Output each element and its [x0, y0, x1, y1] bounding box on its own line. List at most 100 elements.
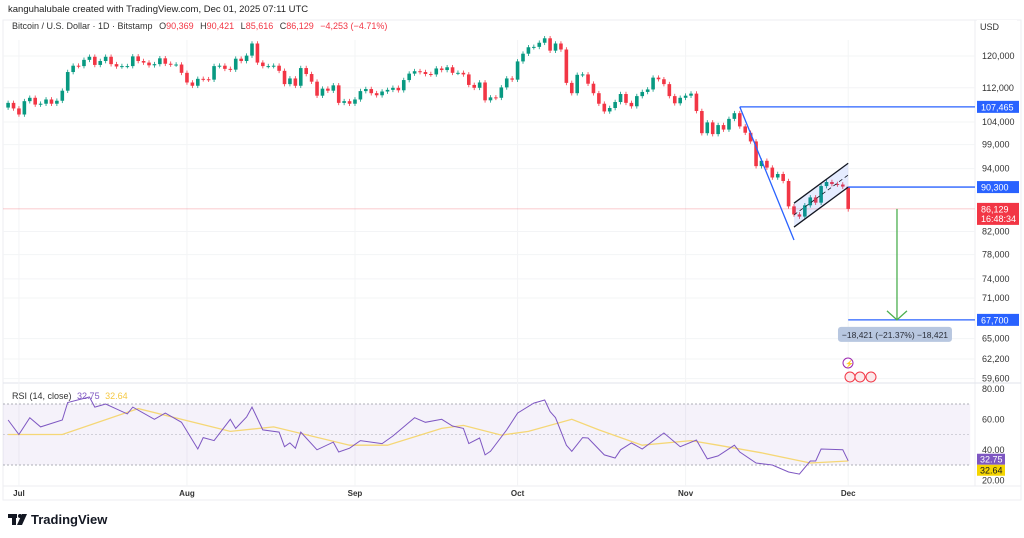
candle-body [201, 78, 206, 80]
candle [515, 59, 520, 82]
measure-label-box [837, 326, 952, 342]
candle [640, 89, 645, 99]
candle [526, 44, 531, 57]
candle [716, 122, 720, 137]
candle-body [537, 42, 542, 47]
candle [813, 195, 818, 205]
candle-body [141, 61, 146, 63]
candle [429, 71, 433, 77]
candle [586, 72, 590, 87]
symbol-info: Bitcoin / U.S. Dollar · 1D · Bitstamp [12, 21, 153, 31]
candle-body [239, 58, 243, 62]
candle [33, 95, 37, 107]
rsi-tick-label: 20.00 [982, 475, 1005, 485]
candle-body [472, 84, 477, 88]
candle [44, 97, 48, 107]
candle [201, 76, 206, 82]
candle [689, 91, 693, 99]
candle-body [840, 184, 845, 187]
candle [288, 76, 292, 87]
candle-body [689, 93, 693, 96]
candle-body [38, 103, 43, 105]
candle-body [120, 66, 124, 68]
candle [380, 89, 384, 98]
candle-body [282, 70, 287, 85]
rsi-ma-line [8, 407, 849, 464]
candle [347, 98, 352, 107]
candle-body [364, 89, 368, 92]
event-icons[interactable]: ⚡ [842, 357, 877, 383]
candle-body [499, 87, 504, 98]
candle-body [223, 65, 227, 69]
candle [494, 95, 498, 101]
candle [618, 91, 623, 105]
x-tick-label: Oct [511, 489, 525, 498]
candle-body [71, 65, 75, 73]
lightning-event-icon[interactable] [842, 357, 854, 369]
candle [743, 124, 748, 136]
candle-body [298, 68, 303, 86]
candle [22, 98, 27, 117]
candle [120, 63, 124, 69]
candle-body [206, 79, 211, 81]
candle-body [439, 68, 444, 71]
candle [467, 72, 471, 88]
candle-body [244, 55, 249, 62]
candle [629, 100, 634, 109]
y-tick-label: 59,600 [982, 374, 1010, 384]
candle [765, 158, 769, 170]
us-flag-event-icon[interactable] [854, 371, 866, 383]
candle-body [353, 99, 357, 104]
currency-label-box [977, 20, 1017, 34]
candle-body [613, 102, 617, 108]
candle [472, 82, 477, 91]
currency-label[interactable]: USD [980, 22, 1000, 32]
credit-text: kanguhalubale created with TradingView.c… [8, 4, 308, 15]
candle-body [412, 71, 417, 74]
price-marker-label: 107,465 [981, 102, 1014, 112]
candle-body [629, 102, 634, 107]
candle-body [803, 205, 807, 217]
candle-body [683, 95, 688, 98]
candle [775, 171, 780, 180]
us-flag-event-icon[interactable] [844, 371, 856, 383]
drawings[interactable]: −18,421 (−21.37%) −18,421 [739, 106, 975, 342]
candle [158, 56, 162, 67]
candle [786, 178, 791, 209]
x-tick-label: Aug [179, 489, 195, 498]
candle [575, 72, 579, 96]
x-tick-label: Jul [13, 489, 25, 498]
open-value: 90,369 [166, 21, 194, 31]
candle [309, 71, 314, 84]
candle [391, 85, 395, 93]
y-tick-label: 99,000 [982, 140, 1010, 150]
candle-body [651, 77, 655, 90]
candle-body [640, 91, 645, 97]
candle-body [591, 83, 596, 94]
candle-body [309, 74, 314, 82]
candle [17, 106, 21, 117]
candle-body [315, 81, 319, 96]
candle-body [618, 94, 623, 103]
candle [510, 76, 514, 82]
candle-body [82, 59, 86, 67]
y-tick-label: 62,200 [982, 354, 1010, 364]
candle [678, 95, 682, 106]
candle [271, 63, 276, 69]
candle [830, 179, 834, 187]
candle-body [510, 78, 514, 80]
candle-body [461, 72, 466, 75]
candle-body [672, 96, 677, 104]
candle-body [575, 74, 579, 94]
us-flag-event-icon[interactable] [865, 371, 877, 383]
candle-body [494, 97, 498, 99]
candle-body [55, 100, 59, 104]
candle [336, 83, 341, 106]
candle-body [347, 101, 352, 104]
candle-body [504, 78, 509, 88]
price-marker-label: 90,300 [981, 183, 1009, 193]
candle-body [781, 174, 785, 182]
grid-lines [3, 40, 975, 486]
candle [499, 85, 504, 101]
